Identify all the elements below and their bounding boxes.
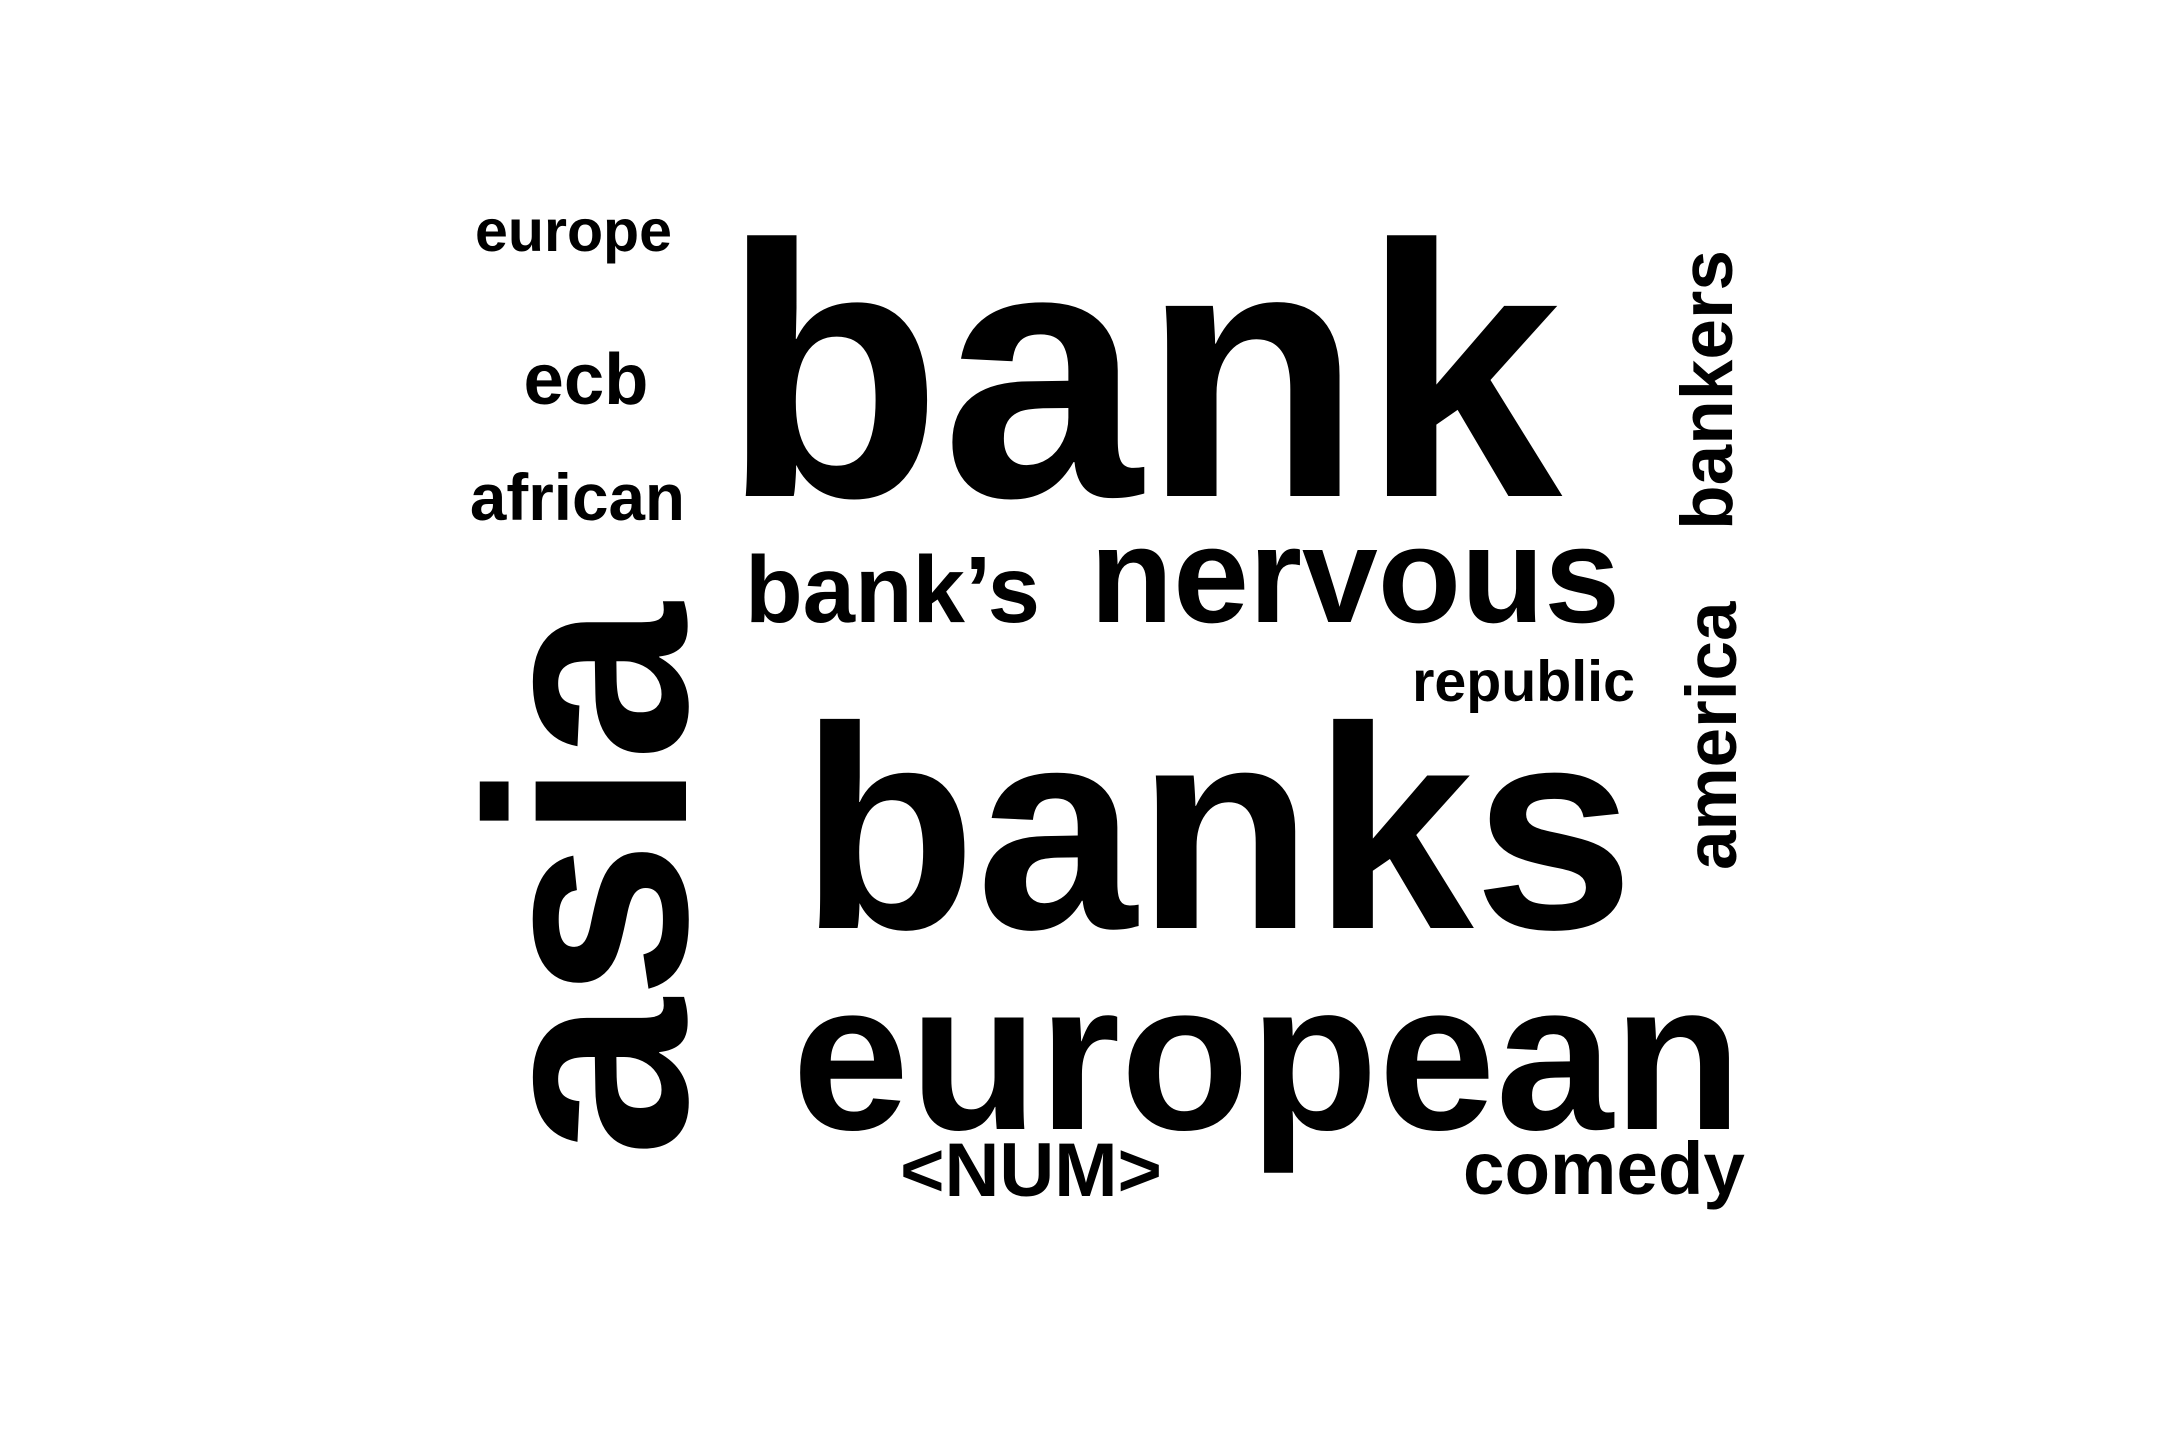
word-ecb: ecb: [523, 338, 649, 420]
word-nervous: nervous: [1089, 498, 1621, 651]
word-america: america: [1673, 601, 1752, 871]
word-european: european: [791, 938, 1743, 1174]
word-bank: bank: [722, 170, 1563, 573]
word-bankers: bankers: [1667, 250, 1748, 530]
word-republic: republic: [1412, 650, 1635, 715]
word-europe: europe: [475, 196, 673, 264]
word-african: african: [469, 461, 685, 535]
word-asia: asia: [429, 603, 748, 1157]
word-banks-possessive: bank’s: [745, 537, 1040, 643]
word-banks: banks: [800, 667, 1635, 990]
word-num: <NUM>: [900, 1127, 1162, 1213]
word-comedy: comedy: [1463, 1126, 1745, 1211]
